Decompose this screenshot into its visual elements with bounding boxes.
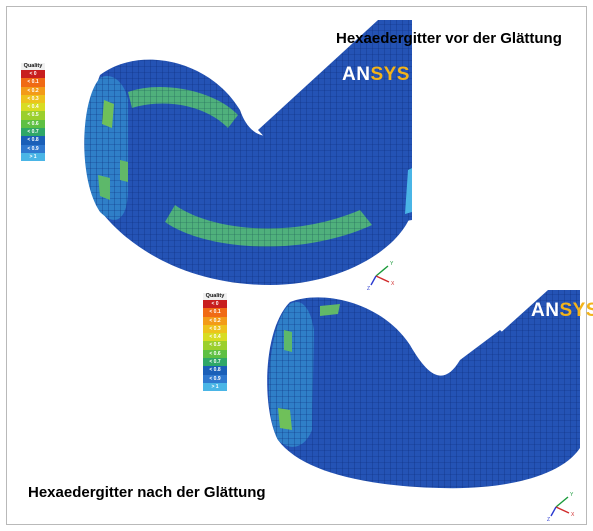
legend-entry: < 0.3 xyxy=(203,324,227,334)
legend-header: Quality xyxy=(21,63,45,70)
legend-entry: < 0.9 xyxy=(203,374,227,383)
title-before-smoothing: Hexaedergitter vor der Glättung xyxy=(336,30,562,47)
legend-entry: < 0.8 xyxy=(203,366,227,375)
quality-legend-bottom: Quality < 0 < 0.1 < 0.2 < 0.3 < 0.4 < 0.5 < 0.… xyxy=(203,293,227,392)
logo-part-sys: SYS xyxy=(370,64,410,85)
legend-entry: < 0.6 xyxy=(203,349,227,359)
ansys-logo: ANSYS xyxy=(531,300,593,322)
mesh-before xyxy=(84,20,412,285)
axis-y-label: Y xyxy=(570,492,574,498)
mesh-after xyxy=(267,290,580,489)
logo-part-an: AN xyxy=(342,64,371,85)
axis-triad-top: Y X Z xyxy=(367,261,395,292)
legend-entry: > 1 xyxy=(21,152,45,162)
logo-part-an: AN xyxy=(531,300,560,321)
legend-entry: < 0 xyxy=(21,70,45,79)
legend-entry: < 0.2 xyxy=(21,86,45,95)
legend-entry: < 0.4 xyxy=(203,333,227,342)
axis-x-label: X xyxy=(571,512,575,518)
legend-rows: < 0 < 0.1 < 0.2 < 0.3 < 0.4 < 0.5 < 0.6 < 0.7 < … xyxy=(21,70,45,162)
axis-y-label: Y xyxy=(390,261,394,267)
legend-entry: < 0.8 xyxy=(21,136,45,145)
axis-x-label: X xyxy=(391,281,395,287)
logo-part-sys: SYS xyxy=(559,300,593,321)
legend-entry: < 0.9 xyxy=(21,144,45,153)
ansys-logo: ANSYS xyxy=(342,64,410,86)
axis-z-label: Z xyxy=(547,517,550,523)
legend-entry: < 0 xyxy=(203,300,227,309)
title-after-smoothing: Hexaedergitter nach der Glättung xyxy=(28,484,266,501)
legend-header: Quality xyxy=(203,293,227,300)
axis-z-label: Z xyxy=(367,286,370,292)
quality-legend-top: Quality < 0 < 0.1 < 0.2 < 0.3 < 0.4 < 0.5 < 0.… xyxy=(21,63,45,162)
legend-entry: < 0.7 xyxy=(203,358,227,367)
legend-entry: < 0.1 xyxy=(21,78,45,87)
legend-entry: < 0.6 xyxy=(21,119,45,129)
legend-entry: < 0.7 xyxy=(21,128,45,137)
legend-entry: < 0.5 xyxy=(21,111,45,120)
legend-rows: < 0 < 0.1 < 0.2 < 0.3 < 0.4 < 0.5 < 0.6 < 0.7 < … xyxy=(203,300,227,392)
legend-entry: < 0.2 xyxy=(203,316,227,325)
legend-entry: < 0.5 xyxy=(203,341,227,350)
legend-entry: > 1 xyxy=(203,382,227,392)
axis-triad-bottom: Y X Z xyxy=(547,492,575,523)
legend-entry: < 0.1 xyxy=(203,308,227,317)
legend-entry: < 0.3 xyxy=(21,94,45,104)
legend-entry: < 0.4 xyxy=(21,103,45,112)
